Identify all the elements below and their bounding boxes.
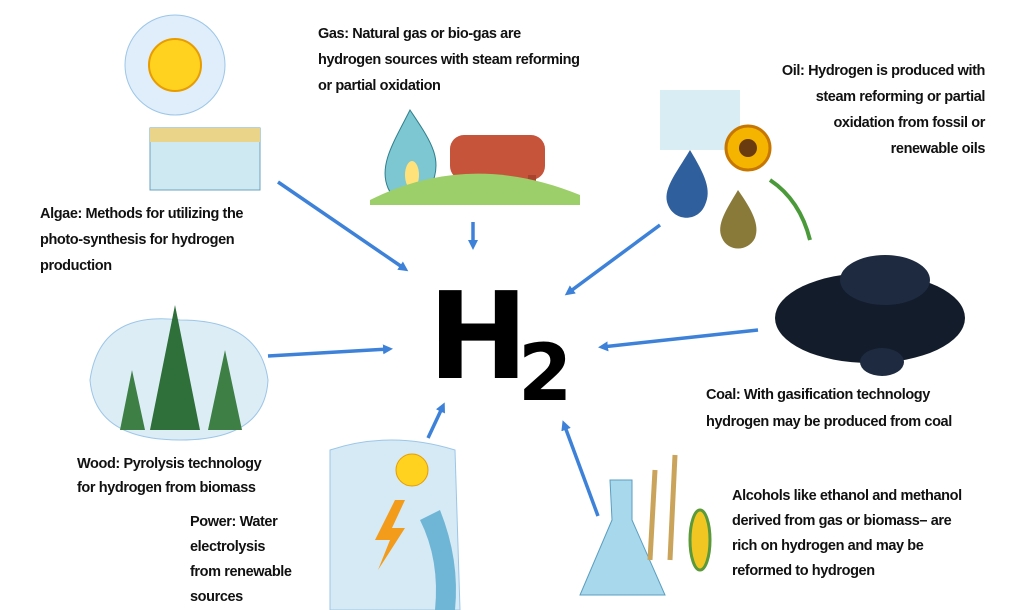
gas-illustration: [370, 110, 580, 205]
node-label: reformed to hydrogen: [732, 563, 875, 579]
node-label: hydrogen may be produced from coal: [706, 414, 952, 430]
node-label: production: [40, 258, 112, 274]
node-label: renewable oils: [891, 141, 986, 157]
node-label: derived from gas or biomass– are: [732, 513, 952, 529]
node-label: Alcohols like ethanol and methanol: [732, 488, 962, 504]
node-label: hydrogen sources with steam reforming: [318, 52, 580, 68]
h2-subscript: 2: [518, 329, 572, 419]
wood-illustration: [90, 305, 268, 440]
node-label: Wood: Pyrolysis technology: [77, 456, 262, 472]
h2-symbol: H: [428, 268, 528, 407]
node-label: or partial oxidation: [318, 78, 441, 94]
node-label: Gas: Natural gas or bio-gas are: [318, 26, 521, 42]
node-label: photo-synthesis for hydrogen: [40, 232, 234, 248]
node-label: Oil: Hydrogen is produced with: [782, 63, 985, 79]
node-label: Power: Water: [190, 514, 278, 530]
node-label: from renewable: [190, 564, 292, 580]
alcohol-illustration: [580, 455, 710, 595]
oil-illustration: [660, 90, 810, 249]
node-label: sources: [190, 589, 243, 605]
algae-illustration: [125, 15, 260, 190]
node-label: rich on hydrogen and may be: [732, 538, 924, 554]
node-label: Algae: Methods for utilizing the: [40, 206, 243, 222]
node-label: electrolysis: [190, 539, 265, 555]
node-label: oxidation from fossil or: [833, 115, 985, 131]
node-label: for hydrogen from biomass: [77, 480, 256, 496]
power-illustration: [330, 440, 460, 610]
node-label: steam reforming or partial: [816, 89, 985, 105]
diagram: H 2 Gas: Natural gas or bio-gas are hydro…: [0, 0, 1018, 610]
coal-illustration: [775, 255, 965, 376]
node-label: Coal: With gasification technology: [706, 387, 930, 403]
